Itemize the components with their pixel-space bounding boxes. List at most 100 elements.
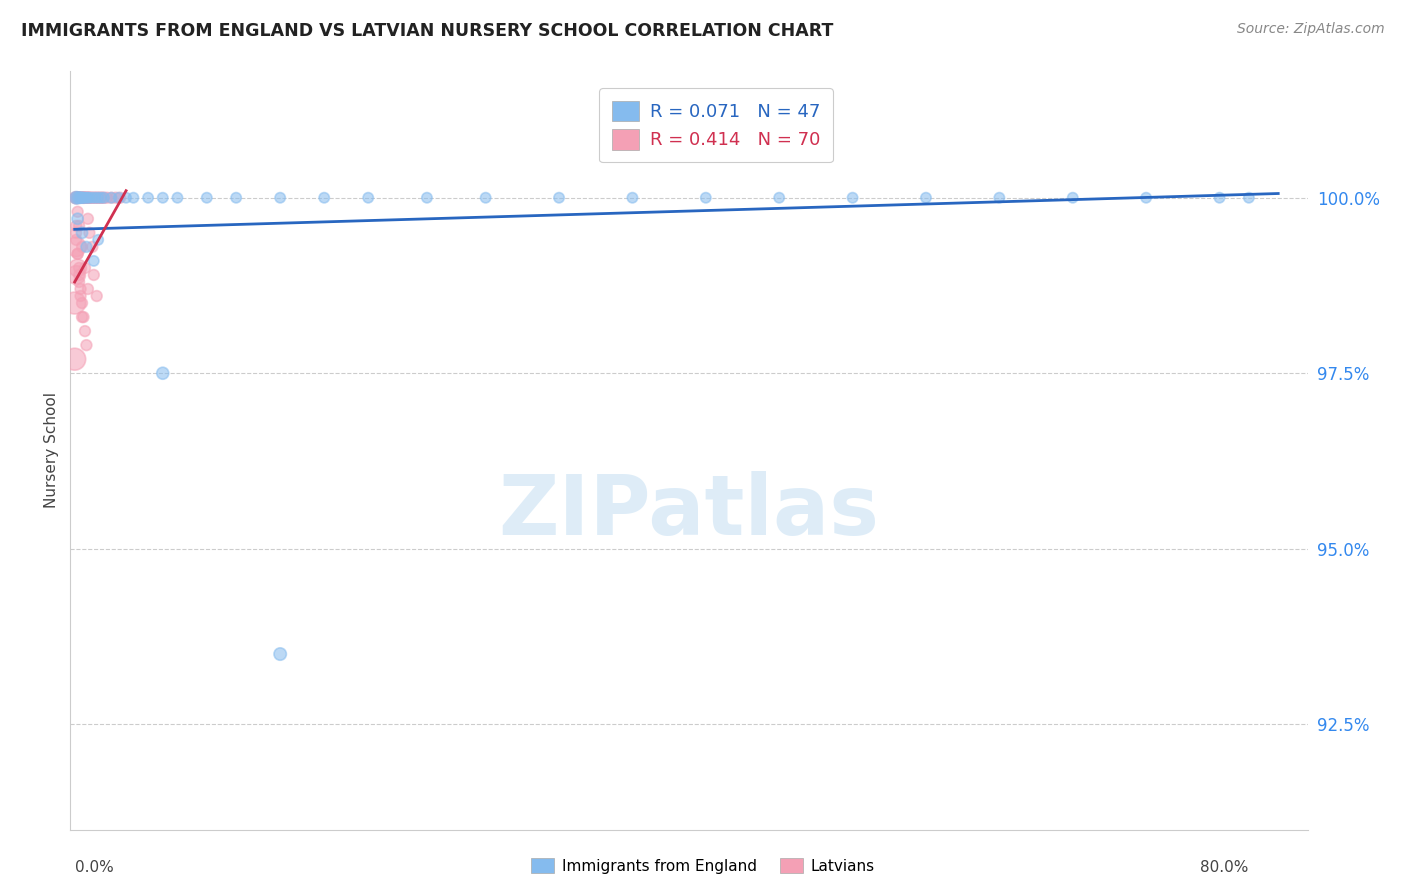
Point bbox=[695, 191, 717, 205]
Point bbox=[69, 191, 91, 205]
Point bbox=[87, 233, 110, 247]
Point bbox=[136, 191, 159, 205]
Point bbox=[87, 191, 110, 205]
Point bbox=[107, 191, 129, 205]
Point bbox=[80, 191, 103, 205]
Point bbox=[73, 324, 96, 338]
Point bbox=[269, 191, 291, 205]
Point bbox=[67, 268, 90, 282]
Point bbox=[75, 338, 97, 352]
Text: ZIPatlas: ZIPatlas bbox=[499, 471, 879, 551]
Point bbox=[96, 191, 118, 205]
Point bbox=[548, 191, 571, 205]
Point bbox=[73, 260, 96, 275]
Point bbox=[73, 191, 96, 205]
Point bbox=[86, 289, 108, 303]
Point bbox=[269, 647, 291, 661]
Point bbox=[70, 310, 93, 324]
Point bbox=[82, 240, 104, 254]
Point bbox=[72, 191, 94, 205]
Point bbox=[75, 191, 97, 205]
Point bbox=[73, 191, 96, 205]
Point bbox=[915, 191, 938, 205]
Y-axis label: Nursery School: Nursery School bbox=[44, 392, 59, 508]
Point bbox=[69, 289, 91, 303]
Point bbox=[66, 191, 89, 205]
Text: Source: ZipAtlas.com: Source: ZipAtlas.com bbox=[1237, 22, 1385, 37]
Point bbox=[65, 219, 87, 233]
Point bbox=[63, 352, 86, 367]
Point bbox=[65, 191, 87, 205]
Point bbox=[768, 191, 790, 205]
Point bbox=[100, 191, 122, 205]
Point bbox=[77, 191, 100, 205]
Point bbox=[988, 191, 1011, 205]
Point bbox=[66, 204, 89, 219]
Text: 0.0%: 0.0% bbox=[75, 860, 114, 875]
Point bbox=[69, 191, 91, 205]
Point bbox=[66, 191, 89, 205]
Point bbox=[89, 191, 111, 205]
Point bbox=[69, 282, 91, 296]
Point bbox=[73, 191, 96, 205]
Point bbox=[1208, 191, 1230, 205]
Point bbox=[72, 191, 94, 205]
Point bbox=[90, 191, 112, 205]
Point bbox=[65, 191, 87, 205]
Point bbox=[82, 191, 104, 205]
Point bbox=[91, 191, 114, 205]
Point bbox=[77, 211, 100, 226]
Point bbox=[82, 191, 104, 205]
Point bbox=[65, 240, 87, 254]
Point bbox=[67, 219, 90, 233]
Point bbox=[416, 191, 439, 205]
Point bbox=[65, 191, 87, 205]
Point bbox=[90, 191, 112, 205]
Point bbox=[108, 191, 131, 205]
Point bbox=[75, 191, 97, 205]
Point bbox=[79, 191, 101, 205]
Point bbox=[63, 296, 86, 310]
Point bbox=[67, 275, 90, 289]
Point bbox=[66, 260, 89, 275]
Point bbox=[72, 191, 94, 205]
Point bbox=[104, 191, 127, 205]
Point bbox=[83, 191, 105, 205]
Point bbox=[70, 191, 93, 205]
Point bbox=[87, 191, 110, 205]
Point bbox=[1062, 191, 1084, 205]
Point bbox=[115, 191, 138, 205]
Point bbox=[65, 226, 87, 240]
Point bbox=[65, 191, 87, 205]
Point bbox=[66, 247, 89, 261]
Point bbox=[79, 226, 101, 240]
Point bbox=[474, 191, 496, 205]
Point bbox=[77, 191, 100, 205]
Point bbox=[152, 191, 174, 205]
Point bbox=[166, 191, 188, 205]
Point bbox=[70, 296, 93, 310]
Point bbox=[357, 191, 380, 205]
Legend: R = 0.071   N = 47, R = 0.414   N = 70: R = 0.071 N = 47, R = 0.414 N = 70 bbox=[599, 88, 832, 162]
Point bbox=[83, 268, 105, 282]
Point bbox=[841, 191, 863, 205]
Point bbox=[93, 191, 115, 205]
Point bbox=[1237, 191, 1260, 205]
Point bbox=[100, 191, 122, 205]
Point bbox=[70, 226, 93, 240]
Point bbox=[67, 191, 90, 205]
Point bbox=[65, 233, 87, 247]
Point bbox=[67, 191, 90, 205]
Point bbox=[66, 191, 89, 205]
Legend: Immigrants from England, Latvians: Immigrants from England, Latvians bbox=[526, 852, 880, 880]
Point bbox=[79, 191, 101, 205]
Text: 80.0%: 80.0% bbox=[1201, 860, 1249, 875]
Point bbox=[79, 191, 101, 205]
Point bbox=[225, 191, 247, 205]
Point bbox=[72, 310, 94, 324]
Point bbox=[70, 191, 93, 205]
Text: IMMIGRANTS FROM ENGLAND VS LATVIAN NURSERY SCHOOL CORRELATION CHART: IMMIGRANTS FROM ENGLAND VS LATVIAN NURSE… bbox=[21, 22, 834, 40]
Point bbox=[66, 191, 89, 205]
Point bbox=[70, 240, 93, 254]
Point bbox=[67, 260, 90, 275]
